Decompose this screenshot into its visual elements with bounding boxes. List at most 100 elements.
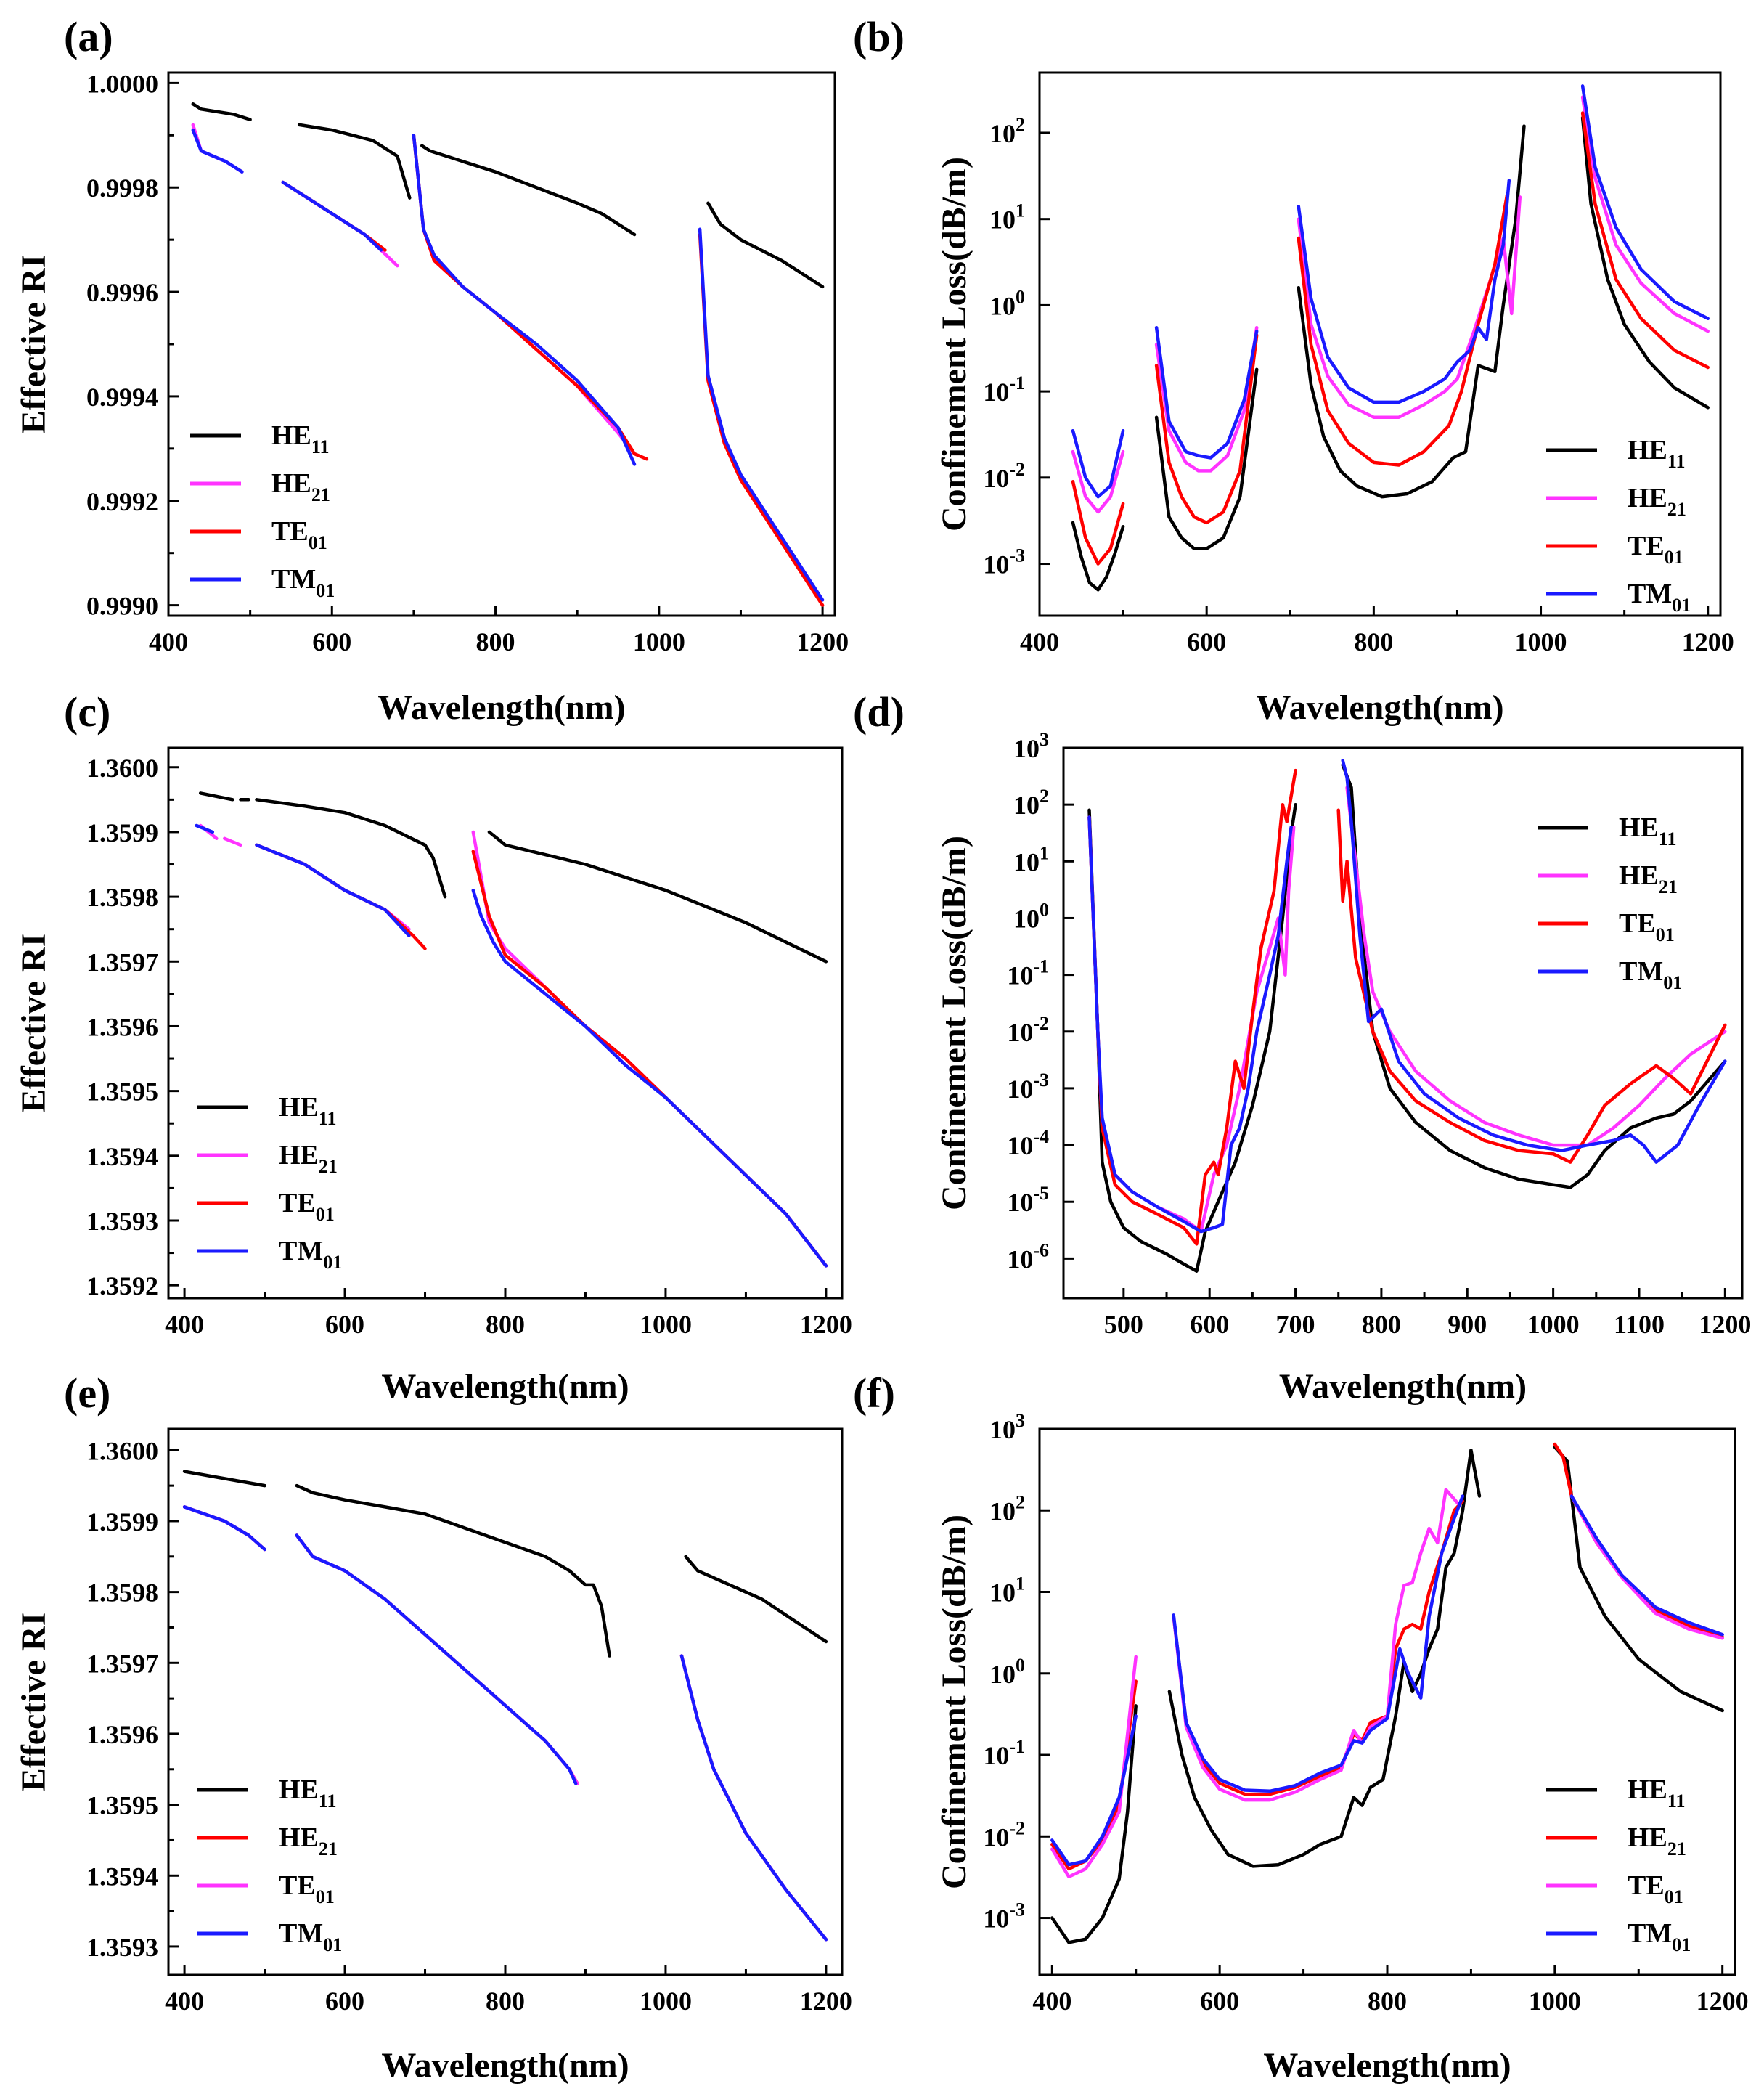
x-axis-title: Wavelength(nm) [381,1367,629,1406]
series-HE21-line [223,836,242,847]
x-tick-label: 800 [1362,1310,1401,1339]
x-tick-label: 1200 [800,1987,852,2016]
y-tick-label: 1.3592 [86,1271,158,1300]
x-axis-title: Wavelength(nm) [1263,2046,1511,2085]
series-HE21-line [679,1654,828,1942]
y-axis-title: Confinement Loss(dB/m) [935,1515,973,1889]
series-TE01-line [1569,1494,1724,1640]
series-TE01-line [1580,111,1710,370]
series-TM01-line [281,180,383,252]
series-HE21-line [1071,449,1125,514]
y-tick-label: 10-3 [983,1899,1025,1934]
legend-label-TE01: TE01 [279,1870,335,1907]
series-TM01-line [1297,179,1511,404]
series-HE11-line [1154,367,1259,550]
plot-frame [167,71,836,617]
y-tick-label: 101 [989,200,1025,235]
series-HE21-line [1154,325,1259,473]
legend-label-TM01: TM01 [1619,956,1682,993]
series-TM01-line [195,823,215,834]
series-HE21-line [1172,1499,1465,1796]
series-TE01-line [679,1654,828,1942]
y-tick-label: 1.3594 [86,1142,158,1171]
series-HE11-line [182,1470,266,1488]
panel-label: (a) [64,13,113,60]
x-tick-label: 1200 [1699,1310,1751,1339]
y-tick-label: 1.3599 [86,818,158,847]
series-TM01-line [679,1654,828,1942]
x-tick-label: 1000 [633,627,685,656]
y-axis-title: Confinement Loss(dB/m) [935,157,973,531]
y-tick-label: 0.9996 [86,278,158,307]
x-tick-label: 1200 [800,1310,852,1339]
series-HE21-line [1297,195,1522,420]
x-tick-label: 600 [312,627,351,656]
series-TM01-line [182,1505,266,1552]
series-TE01-line [182,1505,266,1552]
series-TM01-line [471,888,828,1268]
series-HE11-line [684,1555,828,1644]
legend-label-HE21: HE21 [1619,860,1678,897]
series-TE01-line [1297,191,1509,467]
legend-label-TE01: TE01 [1628,531,1683,568]
panel-label: (d) [853,688,905,736]
y-axis-title: Effective RI [15,1613,53,1792]
series-HE21-line [255,843,411,931]
x-tick-label: 800 [476,627,515,656]
legend-label-HE21: HE21 [1628,483,1686,520]
panel-label: (b) [853,13,905,60]
y-tick-label: 1.0000 [86,69,158,98]
series-HE21-line [1087,815,1296,1234]
y-tick-label: 1.3599 [86,1507,158,1536]
y-tick-label: 10-2 [1007,1013,1049,1047]
x-tick-label: 700 [1276,1310,1315,1339]
legend-label-HE21: HE21 [271,468,330,505]
y-tick-label: 103 [1013,729,1049,763]
series-TM01-line [1154,325,1259,460]
legend-label-TM01: TM01 [1628,1918,1691,1955]
y-tick-label: 10-1 [983,372,1025,407]
y-tick-label: 1.3598 [86,1578,158,1608]
legend-label-HE11: HE11 [1628,435,1685,472]
y-tick-label: 1.3596 [86,1720,158,1749]
panel-label: (f) [853,1369,895,1417]
series-HE11-line [198,791,234,802]
y-tick-label: 10-1 [1007,956,1049,990]
y-axis-title: Effective RI [15,255,53,434]
legend-label-HE11: HE11 [271,420,329,457]
y-axis-title: Effective RI [15,934,53,1113]
legend-label-TE01: TE01 [279,1188,335,1225]
x-tick-label: 600 [325,1310,364,1339]
series-HE21-line [295,1533,579,1785]
x-axis-title: Wavelength(nm) [1279,1367,1527,1406]
series-HE11-line [1297,124,1526,499]
x-tick-label: 600 [1190,1310,1229,1339]
y-tick-label: 100 [1013,899,1049,933]
series-TM01-line [698,227,825,602]
series-HE11-line [1087,802,1297,1273]
series-HE11-line [1341,763,1727,1189]
x-tick-label: 400 [1032,1987,1071,2016]
x-tick-label: 400 [165,1310,204,1339]
y-tick-label: 103 [989,1410,1025,1444]
y-tick-label: 10-1 [983,1736,1025,1770]
y-tick-label: 1.3595 [86,1077,158,1107]
series-TM01-line [1341,759,1727,1164]
x-tick-label: 400 [149,627,188,656]
y-axis-title: Confinement Loss(dB/m) [935,836,973,1210]
series-TE01-line [1172,1488,1461,1802]
series-TE01-line [1087,768,1297,1246]
series-TM01-line [1569,1494,1724,1637]
series-HE11-line [1071,521,1125,592]
y-tick-label: 1.3597 [86,1649,158,1678]
y-tick-label: 10-2 [983,459,1025,493]
x-tick-label: 800 [1354,627,1393,656]
series-TM01-line [1087,815,1293,1234]
panel-label: (e) [64,1369,110,1417]
legend-label-HE11: HE11 [279,1775,336,1812]
y-tick-label: 0.9998 [86,174,158,203]
legend-label-TM01: TM01 [279,1918,342,1955]
series-HE21-line [1345,786,1727,1147]
legend-label-TM01: TM01 [271,564,335,601]
x-tick-label: 1200 [796,627,849,656]
